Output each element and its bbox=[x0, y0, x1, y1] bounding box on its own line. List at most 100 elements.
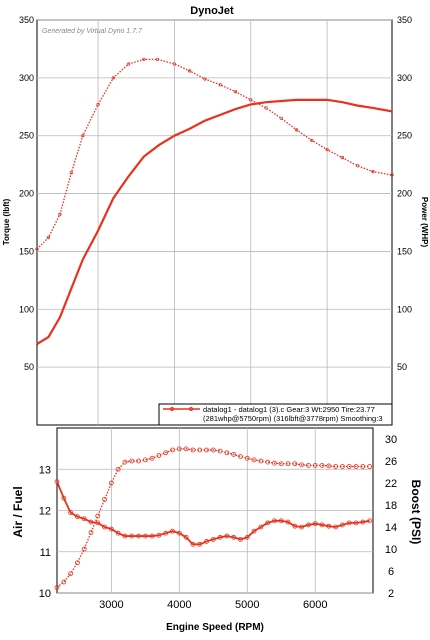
air-fuel-point bbox=[258, 524, 264, 530]
torque-line bbox=[36, 58, 393, 250]
boost-point bbox=[163, 450, 169, 456]
air-fuel-point bbox=[61, 495, 67, 501]
air-fuel-point bbox=[367, 518, 373, 524]
air-fuel-point bbox=[129, 533, 135, 539]
boost-point bbox=[204, 447, 209, 453]
boost-point bbox=[238, 454, 243, 460]
torque-point bbox=[172, 62, 177, 66]
air-fuel-point bbox=[360, 519, 366, 525]
y-tick-label: 350 bbox=[19, 15, 34, 25]
boost-line bbox=[56, 448, 370, 589]
torque-point bbox=[142, 57, 146, 61]
boost-axis-title: Boost (PSI) bbox=[409, 480, 423, 545]
boost-point bbox=[306, 462, 311, 468]
afr-tick-label: 11 bbox=[40, 547, 51, 559]
bottom-left-ticks: 10 11 12 13 bbox=[39, 464, 51, 600]
boost-point bbox=[115, 466, 121, 472]
air-fuel-point bbox=[326, 523, 332, 529]
y-tick-label: 300 bbox=[19, 73, 34, 83]
air-fuel-point bbox=[285, 519, 291, 525]
torque-point bbox=[233, 90, 238, 94]
rpm-tick-label: 3000 bbox=[99, 599, 123, 611]
air-fuel-point bbox=[183, 534, 189, 540]
torque-point bbox=[188, 69, 192, 73]
air-fuel-point bbox=[156, 532, 162, 538]
boost-point bbox=[129, 458, 135, 464]
air-fuel-point bbox=[353, 520, 359, 526]
boost-point bbox=[95, 513, 101, 519]
boost-point bbox=[326, 463, 332, 469]
top-right-ticks: 50 100 150 200 250 300 350 bbox=[397, 15, 412, 372]
boost-point bbox=[149, 455, 155, 461]
torque-point bbox=[155, 57, 160, 61]
boost-point bbox=[367, 464, 373, 469]
boost-point bbox=[265, 459, 271, 465]
torque-point bbox=[126, 62, 131, 66]
boost-point bbox=[170, 447, 175, 453]
air-fuel-point bbox=[68, 510, 73, 515]
bottom-series bbox=[54, 446, 373, 590]
boost-point bbox=[258, 458, 264, 464]
rpm-tick-label: 6000 bbox=[303, 599, 327, 611]
air-fuel-point bbox=[251, 528, 257, 534]
air-fuel-point bbox=[299, 524, 305, 530]
bottom-grid bbox=[57, 428, 373, 594]
air-fuel-point bbox=[122, 533, 128, 539]
top-series bbox=[35, 57, 394, 345]
boost-point bbox=[74, 560, 80, 566]
boost-point bbox=[81, 546, 87, 552]
y2-tick-label: 250 bbox=[397, 131, 412, 141]
torque-point bbox=[294, 128, 299, 132]
boost-point bbox=[299, 462, 305, 468]
boost-point bbox=[54, 585, 60, 590]
air-fuel-point bbox=[312, 521, 318, 527]
afr-tick-label: 13 bbox=[39, 464, 51, 476]
boost-point bbox=[244, 455, 250, 461]
watermark-text: Generated by Virtual Dyno 1.7.7 bbox=[42, 28, 143, 35]
torque-axis-title: Torque (lbft) bbox=[2, 198, 11, 245]
rpm-tick-label: 4000 bbox=[167, 599, 191, 611]
air-fuel-point bbox=[108, 526, 114, 532]
air-fuel-point bbox=[217, 534, 223, 540]
boost-point bbox=[183, 446, 189, 452]
torque-point bbox=[340, 156, 345, 160]
afr-tick-label: 10 bbox=[39, 588, 51, 600]
torque-point bbox=[279, 116, 283, 121]
air-fuel-point bbox=[190, 541, 196, 547]
air-fuel-point bbox=[163, 530, 169, 536]
boost-point bbox=[272, 460, 277, 466]
air-fuel-point bbox=[265, 520, 271, 526]
air-fuel-point bbox=[210, 536, 216, 542]
boost-point bbox=[333, 464, 339, 469]
air-fuel-point bbox=[306, 522, 311, 528]
torque-point bbox=[371, 169, 375, 174]
top-panel: Generated by Virtual Dyno 1.7.7 50 100 150… bbox=[2, 15, 429, 426]
boost-tick-label: 10 bbox=[385, 544, 397, 556]
rpm-tick-label: 5000 bbox=[235, 599, 259, 611]
air-fuel-point bbox=[149, 533, 155, 539]
air-fuel-point bbox=[142, 533, 148, 539]
boost-point bbox=[319, 462, 325, 468]
air-fuel-point bbox=[340, 522, 345, 528]
air-fuel-point bbox=[244, 534, 250, 540]
torque-point bbox=[81, 134, 85, 138]
legend: datalog1 - datalog1 (3).c Gear:3 Wt:2950… bbox=[158, 403, 393, 426]
top-left-ticks: 50 100 150 200 250 300 350 bbox=[19, 15, 34, 372]
torque-point bbox=[58, 212, 62, 217]
boost-point bbox=[285, 461, 291, 467]
torque-point bbox=[249, 98, 253, 102]
y-tick-label: 100 bbox=[19, 304, 34, 314]
boost-point bbox=[217, 448, 223, 454]
boost-point bbox=[68, 571, 73, 577]
air-fuel-point bbox=[136, 533, 141, 539]
boost-point bbox=[346, 464, 352, 469]
boost-tick-label: 6 bbox=[388, 566, 394, 578]
torque-point bbox=[355, 164, 360, 168]
boost-point bbox=[278, 461, 284, 467]
torque-point bbox=[325, 147, 329, 152]
chart-title: DynoJet bbox=[190, 5, 234, 17]
boost-tick-label: 14 bbox=[385, 522, 397, 534]
